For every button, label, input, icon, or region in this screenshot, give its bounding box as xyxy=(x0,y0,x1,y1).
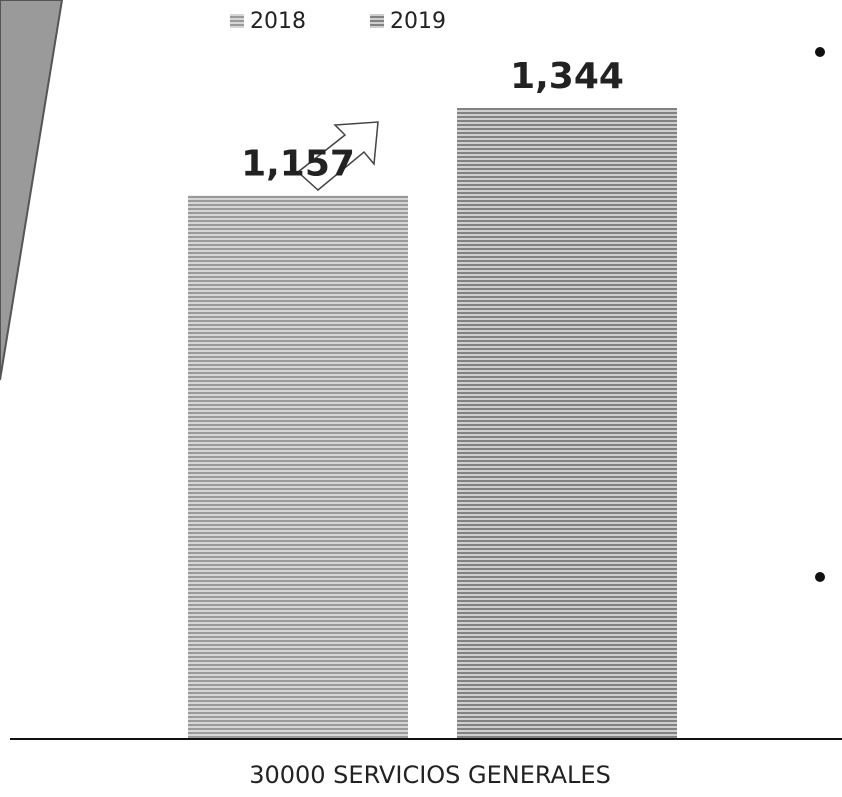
bullet xyxy=(815,572,825,582)
decor-stripe xyxy=(0,0,64,381)
x-tick-label: 30000 SERVICIOS GENERALES xyxy=(249,761,611,789)
legend-label: 2018 xyxy=(250,9,306,34)
bar xyxy=(457,108,677,738)
legend-swatch xyxy=(230,14,244,28)
legend-swatch xyxy=(370,14,384,28)
bar xyxy=(188,195,408,738)
value-label: 1,157 xyxy=(241,144,355,185)
legend-label: 2019 xyxy=(390,9,446,34)
bullet xyxy=(815,47,825,57)
arrow-icon xyxy=(296,121,379,191)
value-label: 1,344 xyxy=(510,56,624,97)
